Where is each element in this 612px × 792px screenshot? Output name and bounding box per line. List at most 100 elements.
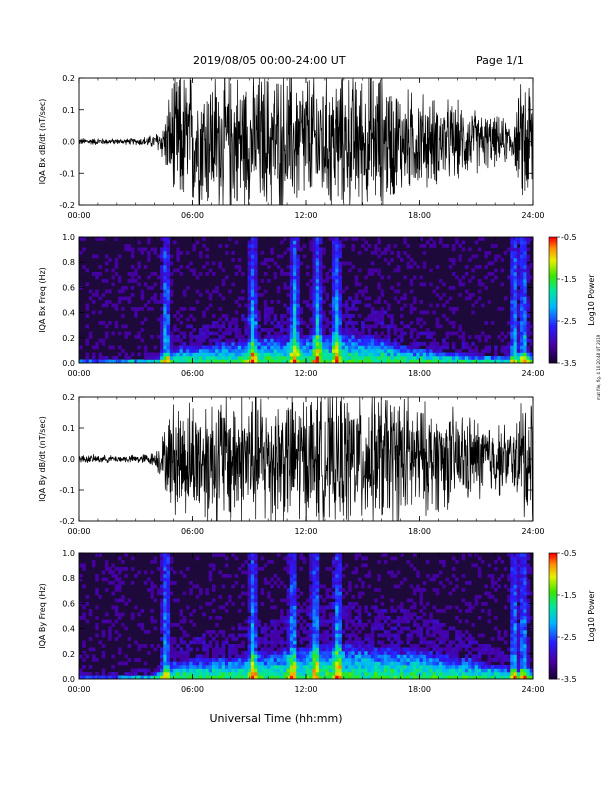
spectrogram-cell — [241, 563, 245, 568]
spectrogram-cell — [250, 598, 255, 603]
spectrogram-cell — [176, 623, 180, 627]
spectrogram-cell — [202, 661, 206, 666]
spectrogram-cell — [338, 244, 342, 248]
spectrogram-cell — [413, 668, 417, 673]
spectrogram-cell — [409, 665, 414, 669]
spectrogram-cell — [205, 675, 210, 680]
spectrogram-cell — [166, 647, 171, 652]
spectrogram-cell — [331, 265, 336, 269]
spectrogram-cell — [328, 633, 333, 638]
spectrogram-cell — [91, 345, 96, 350]
spectrogram-cell — [283, 654, 287, 659]
spectrogram-cell — [250, 623, 255, 627]
spectrogram-cell — [160, 286, 164, 290]
colorbar-swatch — [549, 331, 557, 334]
spectrogram-cell — [114, 675, 119, 680]
spectrogram-cell — [477, 296, 482, 301]
spectrogram-cell — [374, 609, 378, 613]
spectrogram-cell — [416, 574, 420, 578]
spectrogram-cell — [237, 345, 242, 350]
spectrogram-cell — [396, 570, 401, 575]
spectrogram-cell — [260, 658, 265, 662]
spectrogram-cell — [494, 356, 498, 360]
spectrogram-cell — [296, 303, 300, 308]
spectrogram-cell — [101, 651, 106, 655]
spectrogram-cell — [338, 261, 342, 266]
spectrogram-cell — [438, 658, 443, 662]
spectrogram-cell — [293, 595, 297, 599]
spectrogram-cell — [425, 633, 430, 638]
spectrogram-cell — [296, 352, 300, 357]
spectrogram-cell — [526, 254, 531, 259]
spectrogram-cell — [124, 247, 128, 252]
spectrogram-cell — [312, 237, 317, 241]
spectrogram-cell — [215, 342, 219, 346]
colorbar-swatch — [549, 272, 557, 276]
spectrogram-cell — [312, 345, 317, 350]
spectrogram-cell — [367, 345, 372, 350]
spectrogram-cell — [322, 654, 326, 659]
spectrogram-cell — [104, 560, 109, 564]
spectrogram-cell — [137, 644, 141, 648]
spectrogram-cell — [306, 637, 310, 641]
spectrogram-cell — [299, 328, 304, 332]
spectrogram-cell — [221, 352, 226, 357]
spectrogram-cell — [224, 640, 229, 645]
spectrogram-cell — [202, 633, 206, 638]
spectrogram-cell — [354, 356, 359, 360]
spectrogram-cell — [416, 342, 420, 346]
spectrogram-cell — [228, 672, 232, 676]
spectrogram-cell — [348, 640, 352, 645]
spectrogram-cell — [377, 317, 381, 322]
spectrogram-cell — [387, 247, 391, 252]
spectrogram-cell — [416, 331, 420, 336]
spectrogram-cell — [283, 661, 287, 666]
spectrogram-cell — [354, 651, 359, 655]
spectrogram-cell — [283, 237, 287, 241]
spectrogram-cell — [224, 637, 229, 641]
spectrogram-cell — [221, 268, 226, 273]
spectrogram-cell — [309, 595, 313, 599]
spectrogram-cell — [413, 602, 417, 606]
spectrogram-cell — [510, 633, 514, 638]
spectrogram-cell — [477, 335, 482, 339]
spectrogram-cell — [400, 661, 404, 666]
spectrogram-cell — [400, 345, 404, 350]
spectrogram-cell — [169, 556, 174, 561]
spectrogram-cell — [516, 307, 521, 311]
spectrogram-cell — [520, 300, 524, 304]
spectrogram-cell — [526, 247, 531, 252]
spectrogram-cell — [338, 296, 342, 301]
spectrogram-cell — [241, 602, 245, 606]
spectrogram-cell — [276, 338, 281, 343]
spectrogram-cell — [419, 349, 424, 353]
spectrogram-cell — [335, 251, 339, 255]
spectrogram-cell — [114, 265, 119, 269]
spectrogram-cell — [516, 672, 521, 676]
spectrogram-cell — [335, 637, 339, 641]
spectrogram-cell — [289, 591, 294, 596]
spectrogram-cell — [270, 675, 274, 680]
spectrogram-cell — [318, 633, 323, 638]
spectrogram-cell — [95, 633, 99, 638]
spectrogram-cell — [208, 342, 213, 346]
spectrogram-cell — [312, 324, 317, 329]
spectrogram-cell — [283, 314, 287, 318]
spectrogram-cell — [312, 602, 317, 606]
spectrogram-cell — [451, 654, 456, 659]
spectrogram-cell — [513, 356, 518, 360]
spectrogram-cell — [370, 647, 375, 652]
spectrogram-cell — [484, 359, 488, 364]
spectrogram-cell — [221, 640, 226, 645]
spectrogram-cell — [82, 675, 86, 680]
spectrogram-cell — [137, 265, 141, 269]
spectrogram-cell — [403, 303, 407, 308]
spectrogram-cell — [289, 244, 294, 248]
spectrogram-cell — [195, 640, 200, 645]
spectrogram-cell — [494, 598, 498, 603]
spectrogram-cell — [357, 609, 362, 613]
colorbar-swatch — [549, 289, 557, 292]
spectrogram-cell — [422, 647, 427, 652]
spectrogram-cell — [510, 675, 514, 680]
spectrogram-cell — [396, 254, 401, 259]
